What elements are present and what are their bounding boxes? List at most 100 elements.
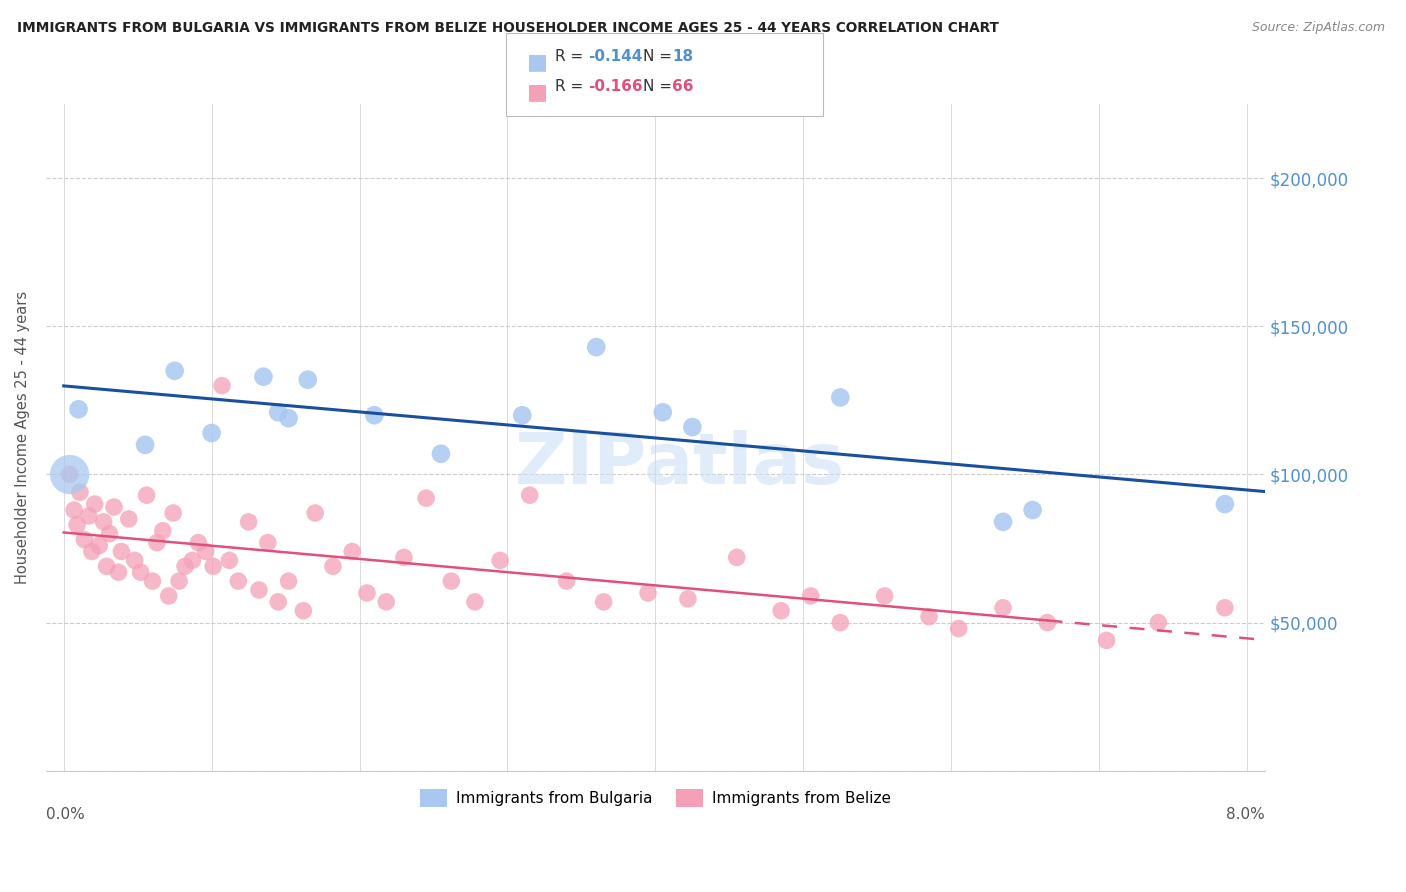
Point bbox=[124, 553, 146, 567]
Text: N =: N = bbox=[643, 79, 676, 95]
Point bbox=[510, 409, 533, 423]
Point bbox=[135, 488, 157, 502]
Point bbox=[297, 373, 319, 387]
Point bbox=[356, 586, 378, 600]
Point bbox=[991, 600, 1014, 615]
Point bbox=[873, 589, 896, 603]
Point bbox=[322, 559, 344, 574]
Point bbox=[991, 515, 1014, 529]
Point bbox=[304, 506, 326, 520]
Point bbox=[77, 508, 100, 523]
Text: R =: R = bbox=[555, 79, 589, 95]
Point bbox=[157, 589, 180, 603]
Point bbox=[651, 405, 673, 419]
Point bbox=[637, 586, 659, 600]
Point bbox=[152, 524, 174, 538]
Point bbox=[103, 500, 125, 514]
Y-axis label: Householder Income Ages 25 - 44 years: Householder Income Ages 25 - 44 years bbox=[15, 291, 30, 584]
Point bbox=[80, 544, 103, 558]
Point bbox=[257, 535, 280, 549]
Legend: Immigrants from Bulgaria, Immigrants from Belize: Immigrants from Bulgaria, Immigrants fro… bbox=[413, 783, 897, 813]
Point bbox=[464, 595, 486, 609]
Point bbox=[340, 544, 363, 558]
Point bbox=[555, 574, 578, 588]
Point bbox=[174, 559, 197, 574]
Point bbox=[1095, 633, 1118, 648]
Point bbox=[948, 622, 970, 636]
Text: ■: ■ bbox=[527, 52, 548, 71]
Point bbox=[129, 566, 152, 580]
Text: 0.0%: 0.0% bbox=[46, 807, 84, 822]
Point bbox=[519, 488, 541, 502]
Point bbox=[770, 604, 793, 618]
Point bbox=[430, 447, 453, 461]
Point bbox=[440, 574, 463, 588]
Text: -0.144: -0.144 bbox=[588, 49, 643, 64]
Point bbox=[107, 566, 129, 580]
Point bbox=[1021, 503, 1043, 517]
Point bbox=[181, 553, 204, 567]
Point bbox=[194, 544, 217, 558]
Point bbox=[252, 369, 274, 384]
Point bbox=[375, 595, 398, 609]
Point bbox=[918, 609, 941, 624]
Text: R =: R = bbox=[555, 49, 589, 64]
Point bbox=[66, 517, 89, 532]
Text: 18: 18 bbox=[672, 49, 693, 64]
Point bbox=[67, 402, 90, 417]
Point bbox=[59, 467, 82, 482]
Point bbox=[415, 491, 437, 505]
Point bbox=[187, 535, 209, 549]
Text: N =: N = bbox=[643, 49, 676, 64]
Point bbox=[392, 550, 415, 565]
Point bbox=[1147, 615, 1170, 630]
Point bbox=[163, 364, 186, 378]
Point bbox=[73, 533, 96, 547]
Point bbox=[201, 425, 224, 440]
Point bbox=[96, 559, 118, 574]
Point bbox=[238, 515, 260, 529]
Point bbox=[277, 574, 299, 588]
Text: 8.0%: 8.0% bbox=[1226, 807, 1265, 822]
Point bbox=[110, 544, 132, 558]
Text: ZIPatlas: ZIPatlas bbox=[515, 430, 845, 499]
Point bbox=[725, 550, 748, 565]
Point bbox=[267, 405, 290, 419]
Point bbox=[63, 503, 86, 517]
Text: Source: ZipAtlas.com: Source: ZipAtlas.com bbox=[1251, 21, 1385, 34]
Point bbox=[167, 574, 190, 588]
Point bbox=[681, 420, 703, 434]
Point bbox=[1213, 600, 1236, 615]
Point bbox=[141, 574, 163, 588]
Point bbox=[585, 340, 607, 354]
Point bbox=[98, 526, 121, 541]
Point bbox=[267, 595, 290, 609]
Point bbox=[162, 506, 184, 520]
Point bbox=[830, 615, 852, 630]
Point bbox=[93, 515, 115, 529]
Point bbox=[676, 591, 699, 606]
Point bbox=[277, 411, 299, 425]
Point bbox=[800, 589, 823, 603]
Text: IMMIGRANTS FROM BULGARIA VS IMMIGRANTS FROM BELIZE HOUSEHOLDER INCOME AGES 25 - : IMMIGRANTS FROM BULGARIA VS IMMIGRANTS F… bbox=[17, 21, 998, 35]
Point bbox=[226, 574, 249, 588]
Point bbox=[592, 595, 614, 609]
Point bbox=[69, 485, 91, 500]
Point bbox=[218, 553, 240, 567]
Point bbox=[83, 497, 105, 511]
Text: -0.166: -0.166 bbox=[588, 79, 643, 95]
Point bbox=[134, 438, 156, 452]
Point bbox=[59, 467, 82, 482]
Point bbox=[830, 391, 852, 405]
Text: ■: ■ bbox=[527, 82, 548, 102]
Point bbox=[202, 559, 225, 574]
Point bbox=[247, 582, 270, 597]
Point bbox=[146, 535, 169, 549]
Point bbox=[1213, 497, 1236, 511]
Point bbox=[118, 512, 141, 526]
Point bbox=[1036, 615, 1059, 630]
Text: 66: 66 bbox=[672, 79, 693, 95]
Point bbox=[489, 553, 512, 567]
Point bbox=[292, 604, 315, 618]
Point bbox=[89, 539, 111, 553]
